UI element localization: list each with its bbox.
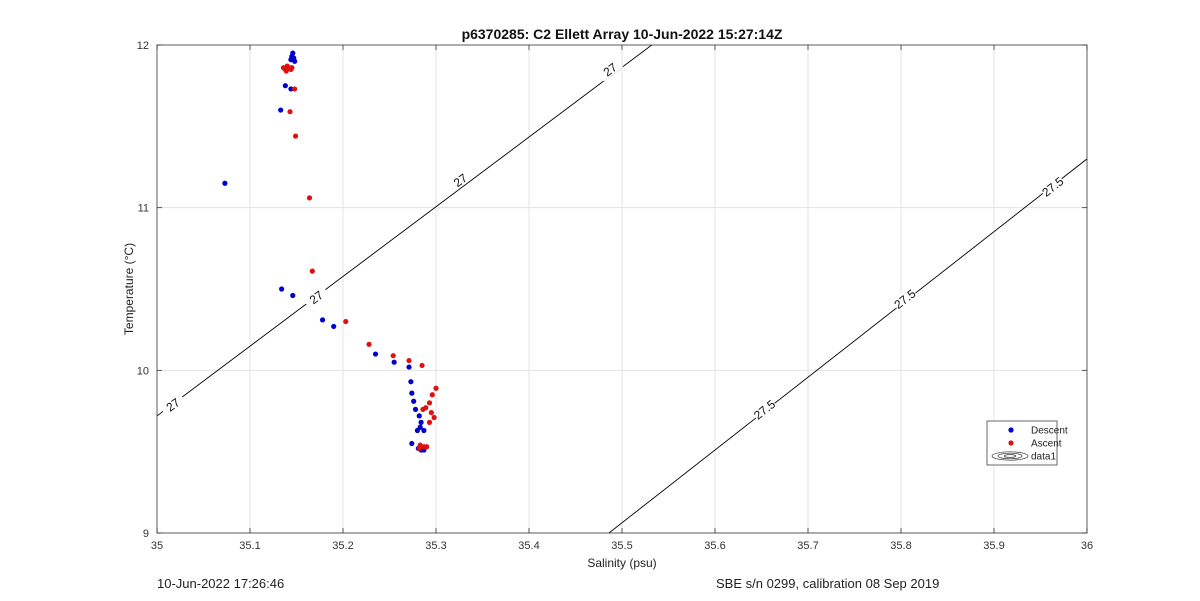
legend: Descent Ascent data1 <box>986 420 1068 466</box>
ascent-point <box>431 414 437 421</box>
legend-contour-icon <box>991 451 1029 461</box>
ascent-point <box>426 419 433 425</box>
descent-point <box>408 379 414 385</box>
ascent-point <box>309 268 315 274</box>
x-tick-label: 35 <box>151 540 163 552</box>
descent-point <box>411 398 417 404</box>
ascent-point <box>343 318 349 325</box>
legend-box <box>986 420 1058 466</box>
legend-descent-marker <box>1008 427 1014 433</box>
footer-timestamp: 10-Jun-2022 17:26:46 <box>157 576 285 591</box>
chart-title: p6370285: C2 Ellett Array 10-Jun-2022 15… <box>462 26 783 42</box>
ascent-point <box>419 362 425 369</box>
contour-label-backdrop <box>750 396 778 422</box>
contour-line-27 <box>157 45 653 417</box>
x-tick-label: 35.6 <box>704 540 725 552</box>
x-tick-label: 35.5 <box>611 540 632 552</box>
data-points <box>222 50 439 453</box>
descent-point <box>222 180 228 186</box>
descent-point <box>279 286 285 292</box>
y-axis-label: Temperature (°C) <box>122 243 136 335</box>
ascent-point <box>306 195 313 201</box>
x-tick-label: 35.9 <box>983 540 1004 552</box>
descent-point <box>288 86 294 92</box>
ascent-point <box>426 400 433 406</box>
descent-point <box>409 440 415 447</box>
contour-label-backdrop <box>159 391 187 417</box>
x-tick-label: 35.4 <box>518 540 539 552</box>
descent-point <box>290 50 296 56</box>
contour-label-backdrop <box>302 284 330 310</box>
descent-point <box>331 323 337 330</box>
ascent-point <box>428 410 434 416</box>
axis-ticks: 35 35.1 35.2 35.3 35.4 35.5 35.6 35.7 35.8 35.9 36… <box>137 40 1093 552</box>
ascent-point <box>433 385 439 391</box>
descent-point <box>416 413 422 419</box>
descent-point <box>319 317 326 323</box>
descent-point <box>406 364 412 370</box>
contour-label-backdrop <box>1038 173 1066 199</box>
y-tick-label: 12 <box>137 40 149 52</box>
contour-line-27-5 <box>608 158 1087 533</box>
footer-calibration: SBE s/n 0299, calibration 08 Sep 2019 <box>716 576 940 591</box>
legend-descent-label: Descent <box>1031 426 1068 437</box>
ascent-point <box>420 406 426 412</box>
ascent-point <box>366 341 372 347</box>
x-tick-label: 35.3 <box>425 540 446 552</box>
descent-point <box>372 351 379 357</box>
contour-label-backdrop <box>446 167 474 193</box>
descent-point <box>278 107 284 113</box>
ascent-point <box>292 133 299 139</box>
ascent-point <box>289 65 295 71</box>
x-tick-label: 35.1 <box>239 540 260 552</box>
y-tick-label: 9 <box>143 528 149 540</box>
descent-point <box>409 390 415 396</box>
descent-point <box>288 57 294 63</box>
ascent-point <box>406 357 412 364</box>
legend-data1-label: data1 <box>1031 452 1056 463</box>
grid-lines <box>157 45 1087 533</box>
ascent-point <box>429 392 435 398</box>
contour-label-backdrop <box>596 56 624 82</box>
x-tick-label: 36 <box>1081 540 1093 552</box>
legend-ascent-label: Ascent <box>1031 439 1062 450</box>
ascent-point <box>416 445 422 452</box>
descent-point <box>282 83 288 89</box>
ascent-point <box>292 86 298 92</box>
density-contours <box>157 45 1087 533</box>
descent-point <box>421 427 427 434</box>
ascent-point <box>424 444 430 450</box>
legend-ascent-marker <box>1008 440 1014 446</box>
x-axis-label: Salinity (psu) <box>587 556 656 570</box>
y-tick-label: 10 <box>137 365 149 377</box>
x-tick-label: 35.7 <box>797 540 818 552</box>
x-tick-label: 35.8 <box>890 540 911 552</box>
descent-point <box>418 419 424 425</box>
ascent-point <box>390 353 396 359</box>
descent-point <box>391 359 397 365</box>
contour-label-backdrop <box>890 285 918 311</box>
x-tick-label: 35.2 <box>332 540 353 552</box>
ascent-point <box>285 65 291 71</box>
ascent-point <box>287 109 293 115</box>
descent-point <box>412 406 419 412</box>
descent-point <box>290 292 296 299</box>
y-tick-label: 11 <box>138 203 149 215</box>
descent-point <box>414 427 420 434</box>
